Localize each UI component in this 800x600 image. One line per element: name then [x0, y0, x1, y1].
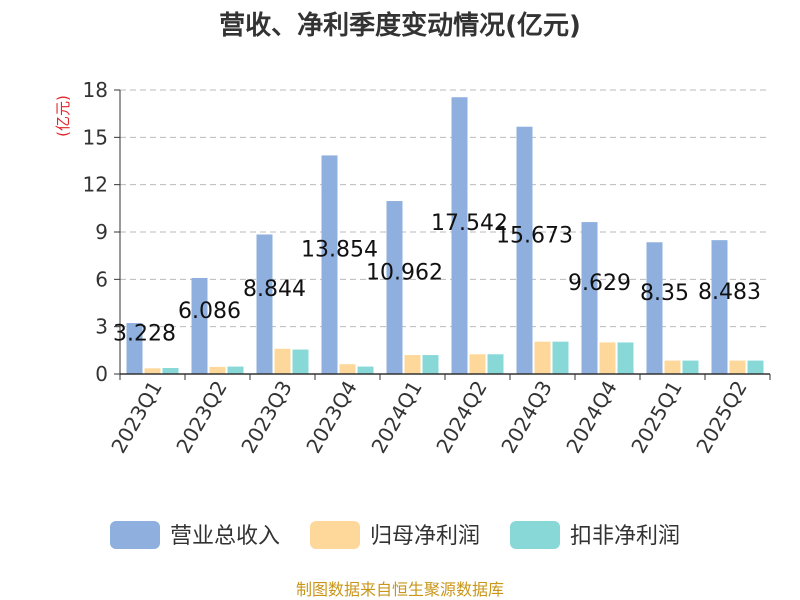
bar-营业总收入-2024Q1 — [386, 201, 403, 374]
y-tick-label: 6 — [95, 267, 108, 291]
bar-归母净利润-2025Q1 — [664, 360, 681, 374]
y-axis-unit: (亿元) — [54, 95, 72, 137]
legend: 营业总收入 归母净利润 扣非净利润 — [110, 521, 680, 549]
data-label-2023Q2: 6.086 — [178, 299, 241, 324]
data-label-2023Q1: 3.228 — [113, 322, 176, 347]
legend-label-归母净利润: 归母净利润 — [370, 524, 480, 549]
x-tick-label: 2024Q2 — [431, 377, 491, 458]
bar-营业总收入-2023Q1 — [126, 323, 143, 374]
legend-swatch-扣非净利润 — [510, 521, 560, 549]
bar-扣非净利润-2025Q1 — [682, 360, 699, 374]
bar-营业总收入-2024Q3 — [516, 126, 533, 374]
data-label-2025Q2: 8.483 — [698, 280, 761, 305]
data-label-2024Q2: 17.542 — [431, 211, 508, 236]
bar-扣非净利润-2024Q2 — [487, 354, 504, 374]
legend-swatch-营业总收入 — [110, 521, 160, 549]
bar-营业总收入-2025Q1 — [646, 242, 663, 374]
legend-swatch-归母净利润 — [310, 521, 360, 549]
data-label-2025Q1: 8.35 — [640, 281, 689, 306]
data-label-2024Q4: 9.629 — [568, 271, 631, 296]
x-tick-label: 2025Q1 — [626, 377, 686, 458]
x-tick-label: 2025Q2 — [691, 377, 751, 458]
bar-扣非净利润-2023Q3 — [292, 349, 309, 374]
bar-归母净利润-2024Q2 — [469, 354, 486, 374]
y-tick-label: 18 — [83, 78, 108, 102]
bar-归母净利润-2024Q1 — [404, 355, 421, 374]
y-tick-label: 12 — [83, 173, 108, 197]
legend-label-扣非净利润: 扣非净利润 — [570, 524, 680, 549]
x-tick-label: 2023Q2 — [171, 377, 231, 458]
bar-归母净利润-2023Q1 — [144, 368, 161, 374]
y-tick-label: 15 — [83, 125, 108, 149]
x-tick-label: 2023Q1 — [106, 377, 166, 458]
bars — [126, 97, 764, 374]
bar-扣非净利润-2025Q2 — [747, 360, 764, 374]
data-label-2023Q4: 13.854 — [301, 238, 378, 263]
bar-扣非净利润-2024Q4 — [617, 342, 634, 374]
bar-归母净利润-2024Q4 — [599, 342, 616, 374]
bar-扣非净利润-2023Q1 — [162, 368, 179, 374]
bar-归母净利润-2023Q3 — [274, 348, 291, 374]
data-label-2024Q1: 10.962 — [366, 261, 443, 286]
bar-营业总收入-2025Q2 — [711, 240, 728, 374]
data-label-2024Q3: 15.673 — [496, 223, 573, 248]
bar-扣非净利润-2023Q4 — [357, 366, 374, 374]
x-tick-label: 2023Q3 — [236, 377, 296, 458]
chart-title: 营收、净利季度变动情况(亿元) — [219, 10, 581, 41]
x-tick-label: 2024Q4 — [561, 377, 621, 458]
bar-扣非净利润-2024Q3 — [552, 341, 569, 374]
y-tick-label: 0 — [95, 362, 108, 386]
y-tick-label: 3 — [95, 315, 108, 339]
bar-营业总收入-2023Q4 — [321, 155, 338, 374]
bar-归母净利润-2023Q4 — [339, 364, 356, 374]
y-tick-label: 9 — [95, 220, 108, 244]
bar-归母净利润-2025Q2 — [729, 360, 746, 374]
x-tick-label: 2024Q1 — [366, 377, 426, 458]
data-label-2023Q3: 8.844 — [243, 277, 306, 302]
x-tick-label: 2024Q3 — [496, 377, 556, 458]
bar-归母净利润-2024Q3 — [534, 341, 551, 374]
legend-label-营业总收入: 营业总收入 — [170, 524, 280, 549]
source-note: 制图数据来自恒生聚源数据库 — [296, 580, 504, 599]
bar-扣非净利润-2024Q1 — [422, 355, 439, 374]
bar-营业总收入-2023Q2 — [191, 277, 208, 374]
bar-营业总收入-2023Q3 — [256, 234, 273, 374]
bar-营业总收入-2024Q2 — [451, 97, 468, 374]
bar-归母净利润-2023Q2 — [209, 366, 226, 374]
bar-营业总收入-2024Q4 — [581, 222, 598, 374]
x-tick-label: 2023Q4 — [301, 377, 361, 458]
bar-扣非净利润-2023Q2 — [227, 366, 244, 374]
